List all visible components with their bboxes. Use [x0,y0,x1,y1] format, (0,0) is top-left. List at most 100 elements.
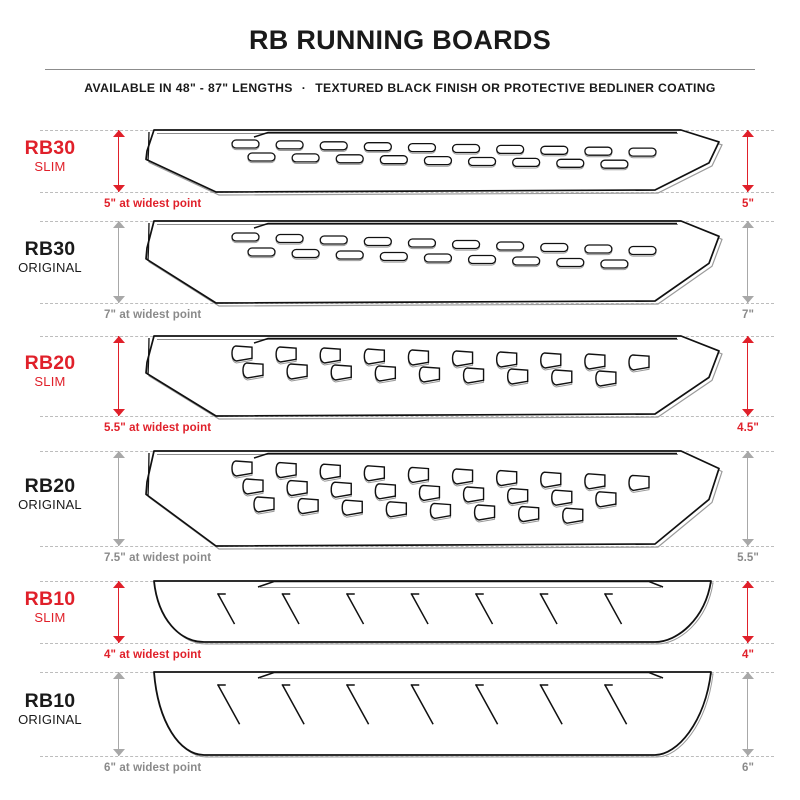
arrow-head-down [742,636,754,643]
arrow-shaft [747,221,749,303]
end-height-caption: 4.5" [737,422,759,434]
arrow-head-up [742,130,754,137]
widest-point-caption: 7.5" at widest point [104,552,212,564]
product-variant: SLIM [34,159,66,175]
arrow-head-down [742,749,754,756]
arrow-shaft [118,672,120,756]
product-row: RB20 SLIM 5.5" at widest point 4.5" [0,326,800,446]
product-row: RB30 SLIM 5" at widest point 5" [0,120,800,222]
arrow-shaft [747,451,749,546]
widest-point-arrow [112,581,126,643]
arrow-head-down [113,749,125,756]
product-label: RB30 ORIGINAL [0,239,100,276]
end-height-caption: 5" [741,198,755,210]
arrow-head-up [113,221,125,228]
product-model: RB30 [24,137,76,159]
arrow-head-up [742,336,754,343]
arrow-shaft [118,336,120,416]
end-height-arrow [741,581,755,643]
widest-point-caption: 5" at widest point [104,198,202,210]
arrow-head-up [113,581,125,588]
product-row: RB10 SLIM 4" at widest point 4" [0,571,800,673]
guide-line-bottom [40,546,774,547]
arrow-head-down [113,636,125,643]
arrow-shaft [747,581,749,643]
arrow-head-down [742,409,754,416]
arrow-shaft [118,130,120,192]
end-height-arrow [741,130,755,192]
product-model: RB20 [24,474,76,497]
product-row: RB10 ORIGINAL 6" at widest point 6" [0,662,800,786]
arrow-shaft [118,451,120,546]
product-variant: ORIGINAL [18,712,82,728]
product-model: RB10 [24,690,76,712]
product-variant: ORIGINAL [18,496,82,512]
running-board-illustration [140,447,725,552]
product-variant: SLIM [34,610,66,626]
running-board-illustration [140,126,725,198]
arrow-head-up [742,581,754,588]
arrow-shaft [118,221,120,303]
widest-point-caption: 5.5" at widest point [104,422,212,434]
end-height-arrow [741,672,755,756]
end-height-caption: 5.5" [737,552,759,564]
widest-point-arrow [112,130,126,192]
end-height-arrow [741,451,755,546]
widest-point-caption: 7" at widest point [104,309,202,321]
arrow-head-down [113,185,125,192]
arrow-head-up [113,336,125,343]
arrow-head-up [113,130,125,137]
arrow-head-down [742,539,754,546]
product-row: RB30 ORIGINAL 7" at widest point 7" [0,211,800,333]
arrow-shaft [118,581,120,643]
end-height-arrow [741,336,755,416]
arrow-head-up [113,451,125,458]
widest-point-arrow [112,336,126,416]
subtitle-separator: · [301,80,307,95]
page-title: RB RUNNING BOARDS [248,25,552,55]
arrow-head-up [113,672,125,679]
end-height-caption: 6" [741,762,755,774]
product-model: RB30 [24,238,76,260]
guide-line-bottom [40,416,774,417]
running-board-illustration [140,332,725,422]
arrow-head-down [113,539,125,546]
product-variant: ORIGINAL [18,260,82,276]
end-height-arrow [741,221,755,303]
widest-point-caption: 4" at widest point [104,649,202,661]
guide-line-bottom [40,192,774,193]
header-subtitle: AVAILABLE IN 48" - 87" LENGTHS · TEXTURED … [0,81,800,95]
end-height-caption: 7" [741,309,755,321]
product-label: RB20 SLIM [0,353,100,390]
running-board-illustration [140,217,725,309]
arrow-head-down [113,296,125,303]
running-board-illustration [140,668,725,762]
product-label: RB10 SLIM [0,589,100,626]
arrow-head-up [742,451,754,458]
running-board-illustration [140,577,725,649]
arrow-shaft [747,130,749,192]
subtitle-finish: TEXTURED BLACK FINISH OR PROTECTIVE BEDL… [315,80,716,95]
widest-point-caption: 6" at widest point [104,762,202,774]
product-label: RB10 ORIGINAL [0,691,100,728]
page-header: RB RUNNING BOARDS AVAILABLE IN 48" - 87"… [0,0,800,95]
arrow-head-down [113,409,125,416]
arrow-head-up [742,221,754,228]
arrow-head-down [742,185,754,192]
product-row: RB20 ORIGINAL 7.5" at widest point 5.5" [0,441,800,576]
arrow-shaft [747,336,749,416]
subtitle-lengths: AVAILABLE IN 48" - 87" LENGTHS [84,80,293,95]
arrow-head-up [742,672,754,679]
end-height-caption: 4" [741,649,755,661]
product-variant: SLIM [34,374,66,390]
product-model: RB10 [24,588,76,610]
widest-point-arrow [112,451,126,546]
arrow-head-down [742,296,754,303]
widest-point-arrow [112,221,126,303]
product-label: RB30 SLIM [0,138,100,175]
widest-point-arrow [112,672,126,756]
product-model: RB20 [24,352,76,374]
guide-line-bottom [40,303,774,304]
arrow-shaft [747,672,749,756]
